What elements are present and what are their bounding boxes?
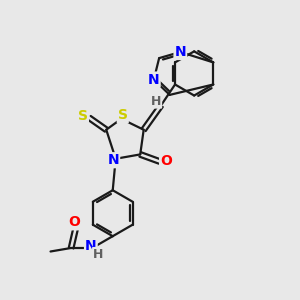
Text: O: O <box>68 215 80 229</box>
Text: N: N <box>175 45 186 59</box>
Text: N: N <box>148 73 160 87</box>
Text: N: N <box>85 239 97 254</box>
Text: S: S <box>78 109 88 123</box>
Text: S: S <box>118 108 128 122</box>
Text: N: N <box>107 153 119 167</box>
Text: H: H <box>93 248 104 261</box>
Text: O: O <box>160 154 172 169</box>
Text: H: H <box>151 94 161 108</box>
